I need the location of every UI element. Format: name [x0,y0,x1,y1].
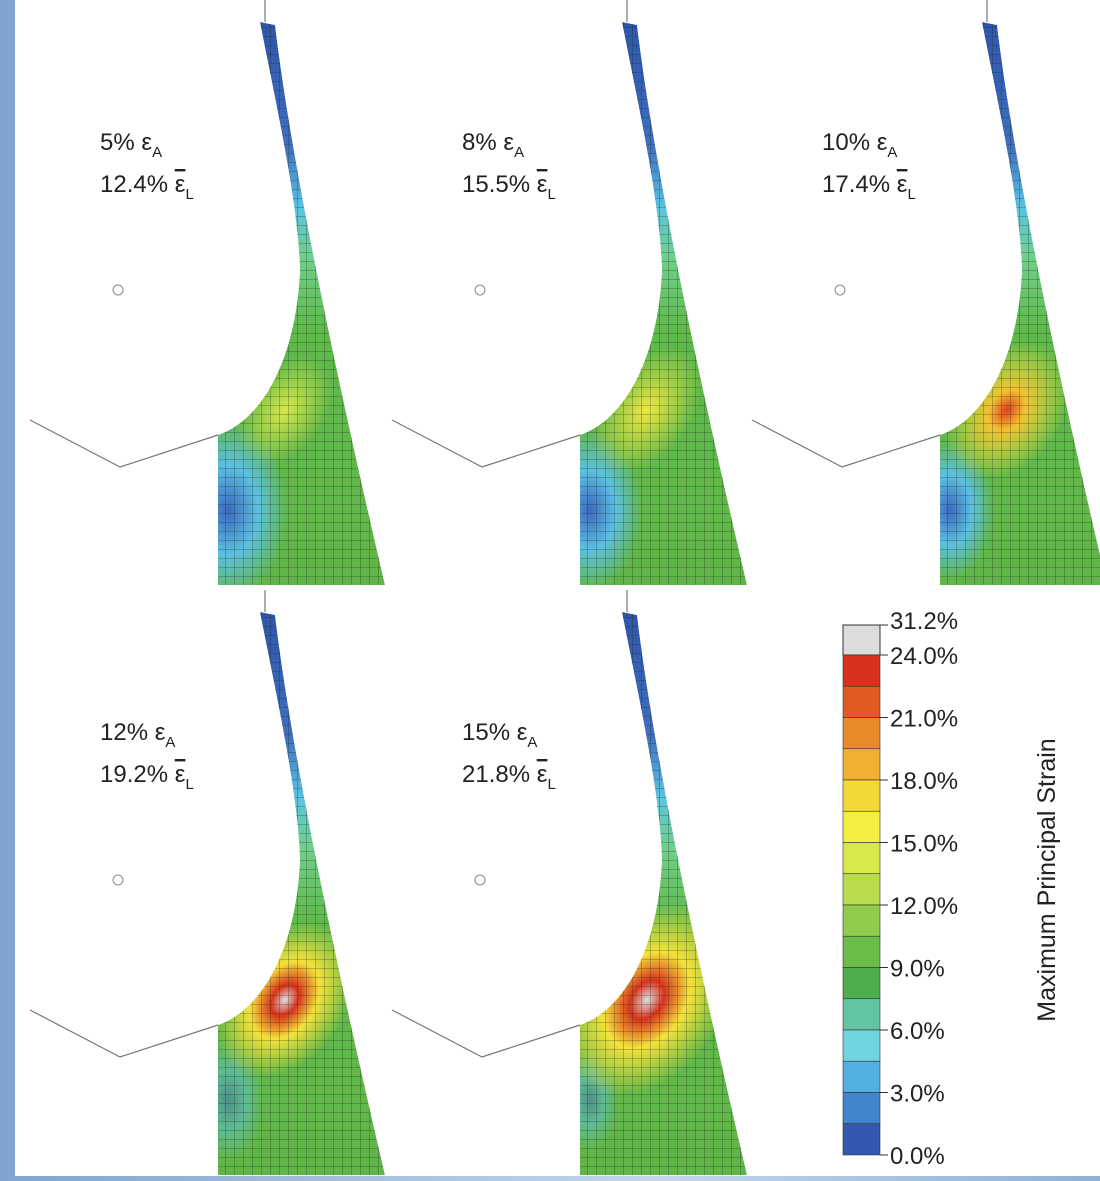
mesh [218,612,385,1175]
colorbar-band [842,904,881,937]
mesh-region [218,22,385,585]
colorbar-band [842,654,881,687]
colorbar-tick-label: 18.0% [890,768,958,795]
subscript: A [887,144,897,161]
epsilon: ε [517,719,528,746]
applied-value: 8% [462,129,497,156]
panel-background [15,0,1100,1176]
colorbar-band [842,935,881,968]
colorbar-tick-label: 15.0% [890,831,958,858]
epsilon: ε [503,129,514,156]
epsilon-bar: ε [175,761,186,788]
colorbar-band [842,967,881,1000]
colorbar: 31.2% 24.0% 21.0% 18.0% 15.0% 12.0% 9.0% 6.0% 3.… [842,608,1061,1170]
local-strain-label: 17.4% εL [822,171,916,203]
mesh [940,22,1100,585]
local-value: 12.4% [100,171,168,198]
colorbar-band [842,748,881,781]
local-strain-label: 15.5% εL [462,171,556,203]
applied-strain-label: 5% εA [100,129,162,161]
applied-value: 12% [100,719,148,746]
local-strain-label: 12.4% εL [100,171,194,203]
local-value: 15.5% [462,171,530,198]
epsilon-bar: ε [537,171,548,198]
applied-strain-label: 12% εA [100,719,175,751]
epsilon: ε [877,129,888,156]
epsilon-bar: ε [537,761,548,788]
outline [29,0,266,468]
colorbar-tick-label: 3.0% [890,1081,945,1108]
colorbar-band [842,1060,881,1093]
colorbar-top [842,624,881,656]
colorbar-band [842,810,881,843]
colorbar-band [842,779,881,812]
colorbar-band [842,998,881,1031]
colorbar-tick-label: 6.0% [890,1018,945,1045]
outline [29,590,266,1058]
colorbar-tick-label: 24.0% [890,643,958,670]
mesh-region [940,22,1100,585]
outline [391,0,628,468]
subscript: L [907,186,915,203]
local-strain-label: 19.2% εL [100,761,194,793]
subscript: L [547,776,555,793]
epsilon: ε [141,129,152,156]
colorbar-band [842,842,881,875]
colorbar-title: Maximum Principal Strain [1033,738,1061,1021]
center-marker [474,284,486,296]
colorbar-band [842,685,881,718]
epsilon-bar: ε [897,171,908,198]
epsilon-bar: ε [175,171,186,198]
center-marker [834,284,846,296]
local-strain-label: 21.8% εL [462,761,556,793]
center-marker [474,874,486,886]
subscript: A [152,144,162,161]
mesh [580,612,747,1175]
applied-strain-label: 15% εA [462,719,537,751]
subscript: A [514,144,524,161]
applied-value: 15% [462,719,510,746]
center-marker [112,874,124,886]
colorbar-band [842,1029,881,1062]
subscript: L [185,186,193,203]
colorbar-band [842,717,881,750]
local-value: 21.8% [462,761,530,788]
applied-strain-label: 10% εA [822,129,897,161]
mesh [580,22,747,585]
subscript: L [547,186,555,203]
mesh [218,22,385,585]
colorbar-tick-label: 31.2% [890,608,958,635]
outline [751,0,988,468]
epsilon: ε [155,719,166,746]
applied-strain-label: 8% εA [462,129,524,161]
colorbar-tick-label: 21.0% [890,706,958,733]
applied-value: 5% [100,129,135,156]
outline [391,590,628,1058]
colorbar-tick-label: 9.0% [890,956,945,983]
subscript: L [185,776,193,793]
subscript: A [165,734,175,751]
applied-value: 10% [822,129,870,156]
colorbar-tick-label: 12.0% [890,893,958,920]
local-value: 17.4% [822,171,890,198]
local-value: 19.2% [100,761,168,788]
colorbar-band [842,1092,881,1125]
colorbar-band [842,873,881,906]
colorbar-tick-label: 0.0% [890,1143,945,1170]
subscript: A [527,734,537,751]
center-marker [112,284,124,296]
colorbar-band [842,1123,881,1156]
